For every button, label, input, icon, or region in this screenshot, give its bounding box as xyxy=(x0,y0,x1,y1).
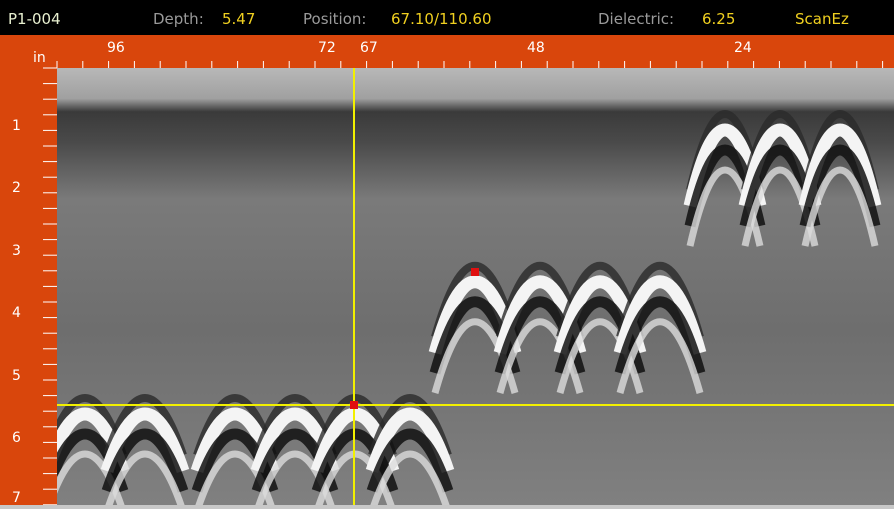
reflection xyxy=(366,428,454,493)
position-value: 67.10/110.60 xyxy=(391,10,491,28)
reflection xyxy=(365,407,455,474)
reflection xyxy=(101,428,189,493)
depth-value: 5.47 xyxy=(222,10,255,28)
header-bar xyxy=(0,0,894,35)
reflection xyxy=(370,450,450,505)
file-name: P1-004 xyxy=(8,10,61,28)
left-label: 6 xyxy=(12,430,21,446)
depth-label: Depth: xyxy=(153,10,204,28)
left-label: 1 xyxy=(12,118,21,134)
left-label: 7 xyxy=(12,490,21,506)
cursor-point xyxy=(350,401,358,409)
left-label: 3 xyxy=(12,243,21,259)
top-label: 67 xyxy=(360,40,378,56)
position-label: Position: xyxy=(303,10,366,28)
dielectric-label: Dielectric: xyxy=(598,10,674,28)
bottom-border xyxy=(0,505,894,509)
reflection xyxy=(103,394,187,457)
dielectric-value: 6.25 xyxy=(702,10,735,28)
reflection xyxy=(368,394,452,457)
left-label: 5 xyxy=(12,368,21,384)
reflection xyxy=(105,450,185,505)
top-label: 96 xyxy=(107,40,125,56)
reflection xyxy=(614,296,706,375)
top-label: 72 xyxy=(318,40,336,56)
left-label: 4 xyxy=(12,305,21,321)
top-label: 24 xyxy=(734,40,752,56)
reflection xyxy=(613,275,707,355)
reflection xyxy=(799,144,881,228)
mode: ScanEz xyxy=(795,10,849,28)
target-marker xyxy=(471,268,479,276)
reflection xyxy=(616,318,704,394)
left-label: 2 xyxy=(12,180,21,196)
reflection xyxy=(801,166,879,247)
reflection xyxy=(100,407,190,474)
unit-label: in xyxy=(33,50,46,66)
reflection xyxy=(798,123,882,208)
top-label: 48 xyxy=(527,40,545,56)
